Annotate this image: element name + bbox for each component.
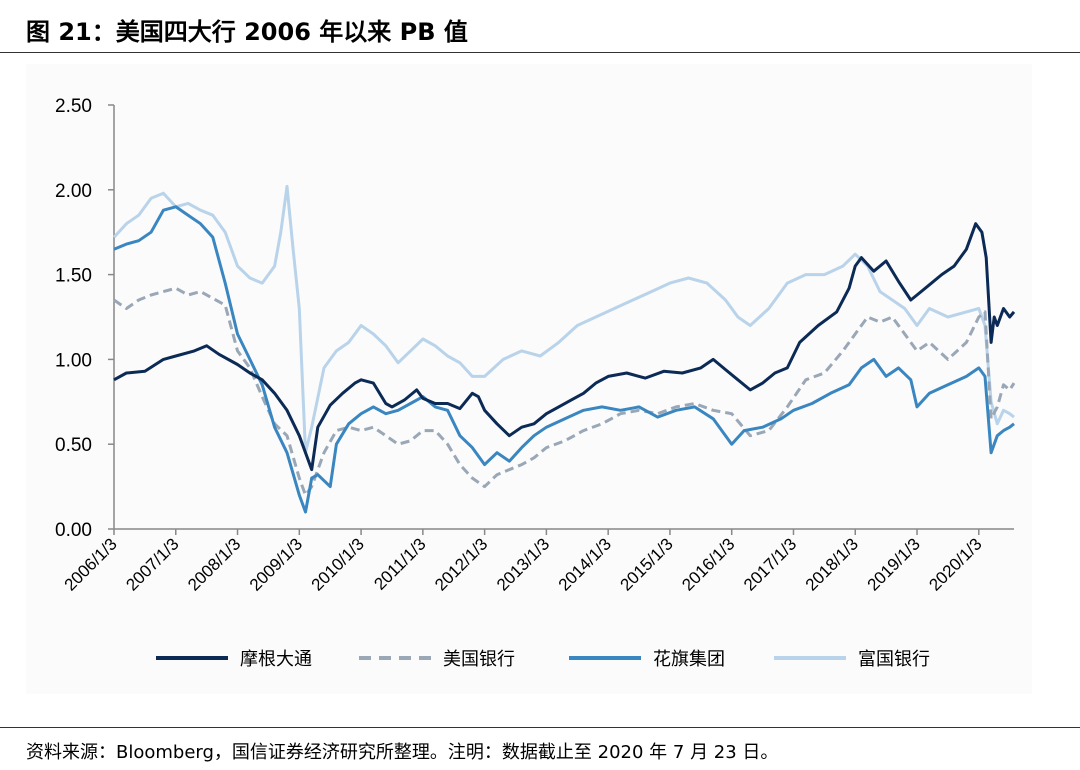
x-tick-label: 2018/1/3 <box>802 534 862 594</box>
y-tick-label: 1.50 <box>55 266 92 287</box>
series-line <box>112 184 1015 455</box>
y-tick-label: 2.00 <box>55 181 92 202</box>
x-tick-label: 2020/1/3 <box>925 534 985 594</box>
x-tick-label: 2015/1/3 <box>617 534 677 594</box>
x-tick-label: 2006/1/3 <box>61 534 121 594</box>
figure-title: 图 21：美国四大行 2006 年以来 PB 值 <box>26 18 468 46</box>
x-tick-label: 2013/1/3 <box>493 534 553 594</box>
figure-header: 图 21：美国四大行 2006 年以来 PB 值 <box>0 0 1080 53</box>
y-tick-label: 0.00 <box>55 520 92 541</box>
series-line <box>113 286 1016 497</box>
x-tick-label: 2017/1/3 <box>740 534 800 594</box>
x-tick-label: 2009/1/3 <box>246 534 306 594</box>
source-note: 资料来源：Bloomberg，国信证券经济研究所整理。注明：数据截止至 2020… <box>26 742 779 763</box>
x-tick-label: 2016/1/3 <box>678 534 738 594</box>
x-tick-label: 2019/1/3 <box>864 534 924 594</box>
series-line <box>113 222 1016 472</box>
chart-panel: 0.00 0.50 1.00 1.50 2.00 2.50 2006/1/3 2007/1/3… <box>26 64 1032 694</box>
y-tick-label: 0.50 <box>55 435 92 456</box>
figure-footer: 资料来源：Bloomberg，国信证券经济研究所整理。注明：数据截止至 2020… <box>0 727 1080 763</box>
legend-label: 摩根大通 <box>240 649 312 670</box>
legend-label: 富国银行 <box>858 649 930 670</box>
legend-label: 花旗集团 <box>653 649 725 670</box>
x-tick-label: 2007/1/3 <box>122 534 182 594</box>
y-tick-label: 1.00 <box>55 350 92 371</box>
x-tick-label: 2010/1/3 <box>308 534 368 594</box>
y-tick-label: 2.50 <box>55 96 92 117</box>
legend-label: 美国银行 <box>443 649 515 670</box>
pb-line-chart: 0.00 0.50 1.00 1.50 2.00 2.50 2006/1/3 2007/1/3… <box>55 96 1016 670</box>
x-tick-label: 2014/1/3 <box>555 534 615 594</box>
series-line <box>113 205 1015 514</box>
x-tick-label: 2008/1/3 <box>184 534 244 594</box>
x-tick-label: 2012/1/3 <box>431 534 491 594</box>
x-tick-label: 2011/1/3 <box>370 534 429 593</box>
